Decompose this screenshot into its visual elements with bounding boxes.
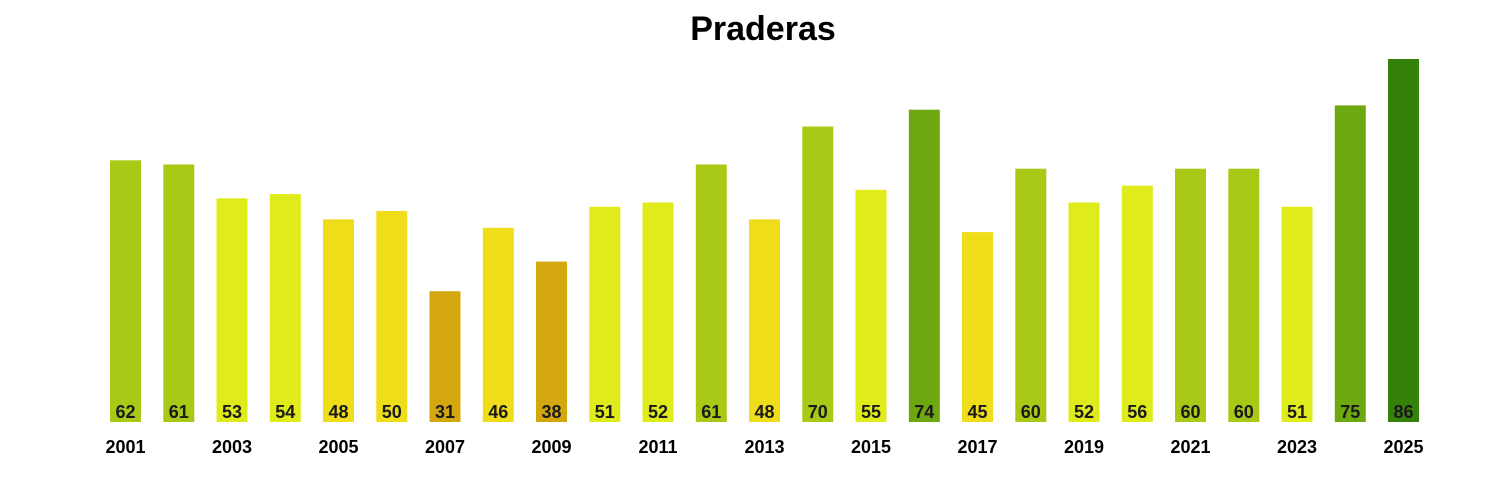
bar-value-label: 31 <box>435 402 455 422</box>
bar-2024 <box>1334 105 1366 423</box>
bar-2001 <box>110 160 141 423</box>
bar-value-label: 61 <box>169 402 189 422</box>
chart-title: Praderas <box>690 10 836 48</box>
bar-2017 <box>962 232 993 422</box>
bar-2019 <box>1068 202 1100 422</box>
bar-value-label: 48 <box>328 402 348 422</box>
x-tick-label: 2005 <box>318 437 358 457</box>
x-tick-label: 2025 <box>1383 437 1423 457</box>
bar-value-label: 60 <box>1021 402 1041 422</box>
bar-value-label: 48 <box>754 402 774 422</box>
bar-2012 <box>695 164 727 422</box>
bar-value-label: 61 <box>701 402 721 422</box>
bar-value-label: 60 <box>1180 402 1200 422</box>
bar-value-label: 45 <box>967 402 987 422</box>
bar-2011 <box>642 202 674 422</box>
bar-2021 <box>1175 168 1206 422</box>
bar-2013 <box>749 219 780 422</box>
x-tick-label: 2007 <box>425 437 465 457</box>
bar-2007 <box>429 291 461 422</box>
bar-value-label: 75 <box>1340 402 1360 422</box>
x-tick-label: 2023 <box>1277 437 1317 457</box>
bar-2004 <box>269 194 301 422</box>
bar-2003 <box>216 198 248 422</box>
bar-value-label: 51 <box>595 402 615 422</box>
bar-value-label: 60 <box>1234 402 1254 422</box>
bar-value-label: 55 <box>861 402 881 422</box>
bar-value-label: 54 <box>275 402 295 422</box>
bar-value-label: 52 <box>648 402 668 422</box>
x-tick-label: 2013 <box>744 437 784 457</box>
x-tick-label: 2001 <box>105 437 145 457</box>
bar-value-label: 51 <box>1287 402 1307 422</box>
bar-value-label: 62 <box>115 402 135 422</box>
bar-value-label: 50 <box>382 402 402 422</box>
bar-2022 <box>1228 168 1260 422</box>
bar-value-label: 74 <box>914 402 934 422</box>
bar-value-label: 86 <box>1393 402 1413 422</box>
bar-2010 <box>589 206 621 422</box>
bar-2015 <box>855 189 887 422</box>
bar-value-label: 56 <box>1127 402 1147 422</box>
bar-2018 <box>1015 168 1047 422</box>
x-tick-label: 2015 <box>851 437 891 457</box>
bar-2006 <box>376 211 408 422</box>
x-tick-label: 2011 <box>638 437 677 457</box>
bar-value-label: 38 <box>541 402 561 422</box>
bar-2014 <box>802 126 834 422</box>
x-tick-label: 2009 <box>531 437 571 457</box>
bar-2008 <box>482 227 514 422</box>
bar-value-label: 53 <box>222 402 242 422</box>
x-tick-label: 2021 <box>1170 437 1210 457</box>
x-tick-label: 2003 <box>212 437 252 457</box>
bar-2023 <box>1281 206 1313 422</box>
x-tick-label: 2017 <box>957 437 997 457</box>
bar-value-label: 70 <box>808 402 828 422</box>
bar-2025 <box>1388 59 1419 422</box>
bar-2020 <box>1121 185 1153 422</box>
bar-2016 <box>908 109 940 422</box>
x-tick-label: 2019 <box>1064 437 1104 457</box>
bar-value-label: 46 <box>488 402 508 422</box>
bar-2002 <box>163 164 195 422</box>
bar-value-label: 52 <box>1074 402 1094 422</box>
bar-2005 <box>323 219 354 422</box>
bar-2009 <box>536 261 567 422</box>
